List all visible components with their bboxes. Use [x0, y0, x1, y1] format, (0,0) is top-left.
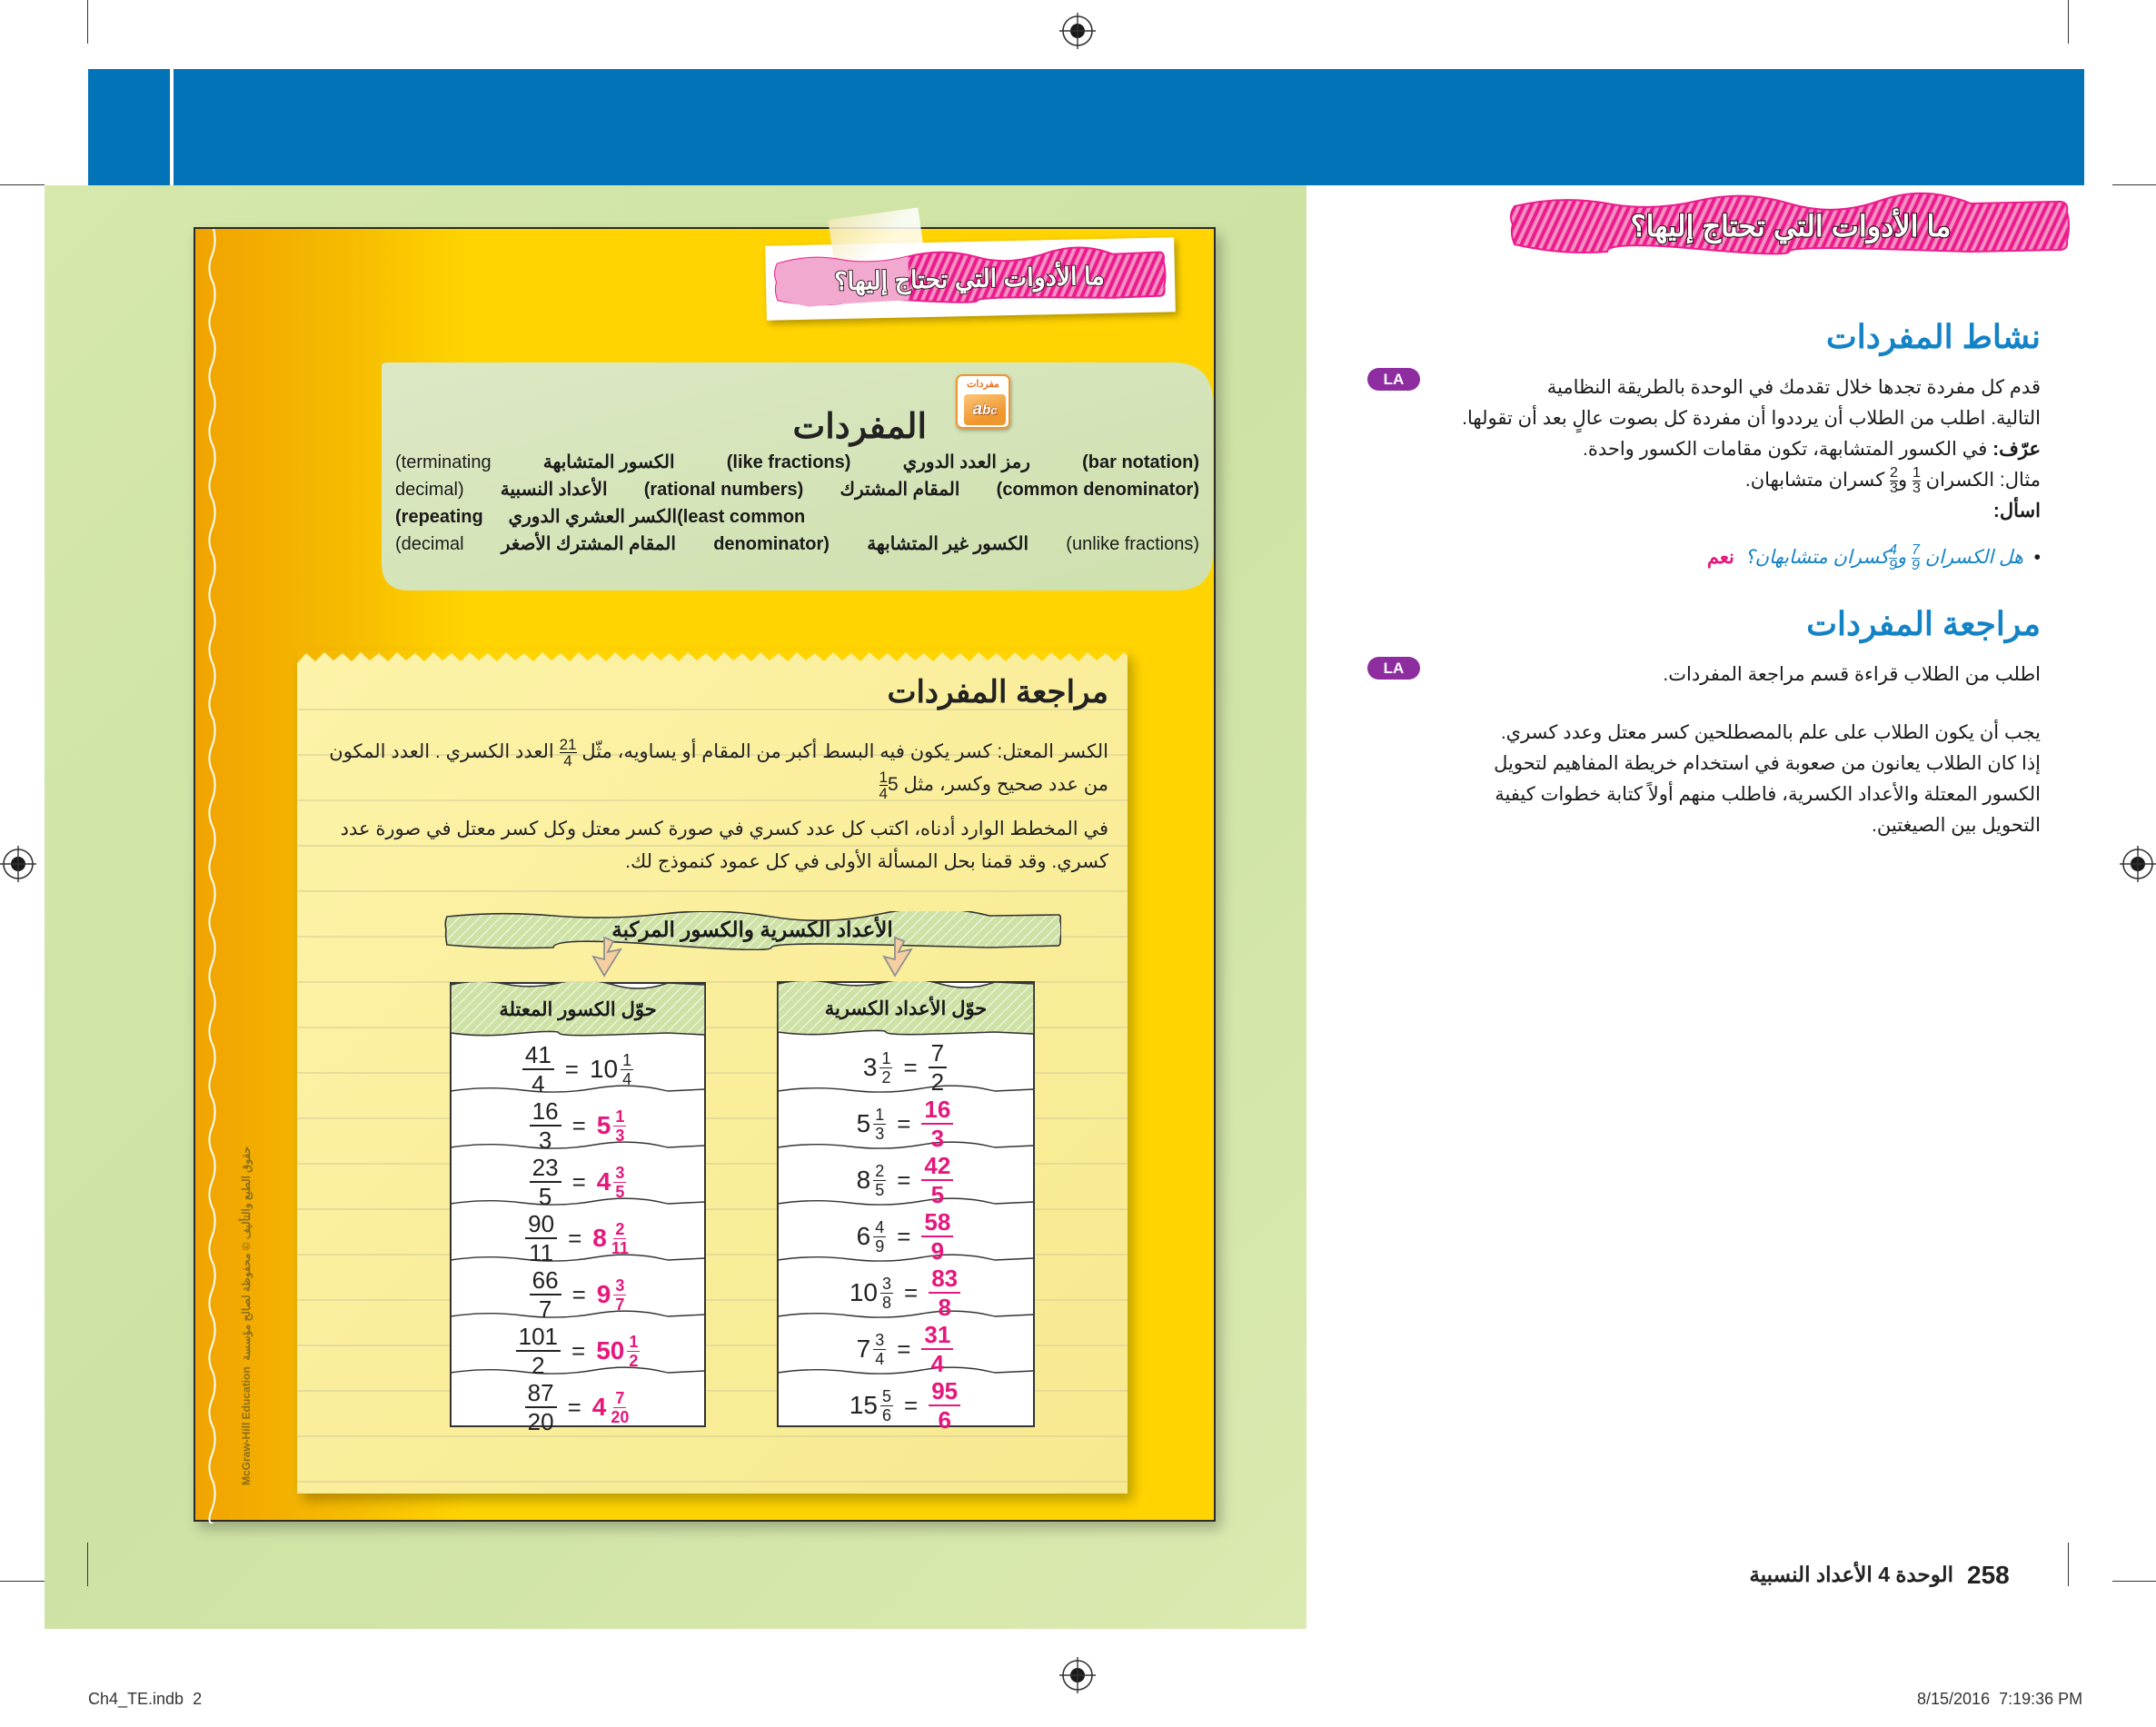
svg-text:حوّل الأعداد الكسرية: حوّل الأعداد الكسرية [825, 996, 988, 1020]
svg-text:ما الأدوات التي تحتاج إليها؟: ما الأدوات التي تحتاج إليها؟ [1631, 207, 1952, 244]
svg-text:الأعداد الكسرية والكسور المركب: الأعداد الكسرية والكسور المركبة [611, 916, 892, 943]
svg-text:حوّل الكسور المعتلة: حوّل الكسور المعتلة [499, 999, 656, 1021]
